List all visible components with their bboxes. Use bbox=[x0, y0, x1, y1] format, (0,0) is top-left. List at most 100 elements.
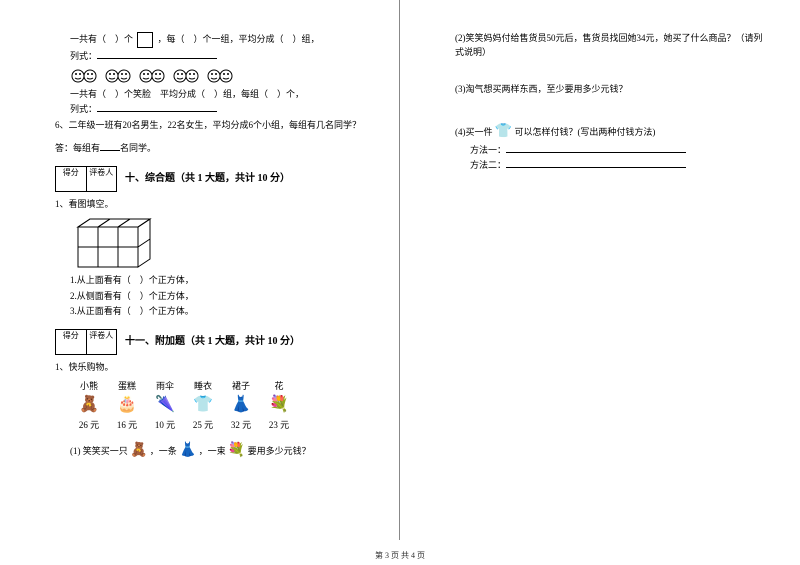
section-title: 十、综合题（共 1 大题，共计 10 分） bbox=[125, 169, 290, 184]
p11-sub3: (3)淘气想买两样东西，至少要用多少元钱？ bbox=[455, 83, 770, 97]
shop-price: 26 元 bbox=[70, 417, 108, 432]
score-box: 得分 评卷人 bbox=[55, 329, 117, 355]
blank-line bbox=[100, 150, 120, 151]
question-6: 6、二年级一班有20名男生，22名女生，平均分成6个小组，每组有几名同学？ bbox=[55, 119, 369, 133]
grader-label: 评卷人 bbox=[87, 330, 117, 354]
section-10-header: 得分 评卷人 十、综合题（共 1 大题，共计 10 分） bbox=[55, 158, 369, 196]
text: (3)淘气想买两样东西，至少要用多少元钱？ bbox=[455, 84, 628, 94]
smiley-row bbox=[55, 68, 369, 84]
smiley-icon bbox=[138, 68, 166, 84]
question-6-answer: 答：每组有 名同学。 bbox=[55, 142, 369, 156]
square-icon bbox=[137, 32, 153, 48]
shop-header: 裙子 bbox=[222, 378, 260, 393]
text: (2)笑笑妈妈付给售货员50元后，售货员找回她34元，她买了什么商品？（请列式说… bbox=[455, 33, 763, 57]
p10-sub1: 1.从上面看有（ ）个正方体， bbox=[55, 274, 369, 288]
cube-svg bbox=[70, 215, 160, 270]
text: ，每（ ）个一组，平均分成（ ）组， bbox=[158, 34, 320, 44]
left-column: 一共有（ ）个 ，每（ ）个一组，平均分成（ ）组， 列式： bbox=[0, 0, 400, 540]
question-faces-line1: 一共有（ ）个笑脸 平均分成（ ）组，每组（ ）个， bbox=[55, 88, 369, 102]
shop-header-row: 小熊 蛋糕 雨伞 睡衣 裙子 花 bbox=[70, 378, 369, 393]
method-1: 方法一： bbox=[455, 144, 770, 158]
shop-header: 蛋糕 bbox=[108, 378, 146, 393]
shop-price: 16 元 bbox=[108, 417, 146, 432]
score-box: 得分 评卷人 bbox=[55, 166, 117, 192]
bear-icon: 🧸 bbox=[130, 443, 147, 458]
cake-icon: 🎂 bbox=[108, 393, 146, 417]
p10-sub2: 2.从侧面看有（ ）个正方体， bbox=[55, 290, 369, 304]
smiley-icon bbox=[104, 68, 132, 84]
text: 1、看图填空。 bbox=[55, 199, 114, 209]
question-squares-formula: 列式： bbox=[55, 50, 369, 64]
question-squares-line1: 一共有（ ）个 ，每（ ）个一组，平均分成（ ）组， bbox=[55, 32, 369, 48]
shop-header: 花 bbox=[260, 378, 298, 393]
smiley-icon bbox=[206, 68, 234, 84]
text: 一共有（ ）个笑脸 平均分成（ ）组，每组（ ）个， bbox=[70, 89, 304, 99]
p11-sub1: (1) 笑笑买一只 🧸 ，一条 👗 ，一束 💐 要用多少元钱？ bbox=[55, 440, 369, 461]
text: 列式： bbox=[70, 104, 97, 114]
text: 一共有（ ）个 bbox=[70, 34, 133, 44]
shop-header: 小熊 bbox=[70, 378, 108, 393]
umbrella-icon: 🌂 bbox=[146, 393, 184, 417]
text: 3.从正面看有（ ）个正方体。 bbox=[70, 306, 194, 316]
text: (1) 笑笑买一只 bbox=[70, 446, 128, 456]
blank-line bbox=[97, 58, 217, 59]
text: 方法一： bbox=[470, 145, 506, 155]
text: (4)买一件 bbox=[455, 127, 493, 137]
shop-table: 小熊 蛋糕 雨伞 睡衣 裙子 花 🧸 🎂 🌂 👕 👗 💐 26 元 16 元 1… bbox=[70, 378, 369, 432]
smiley-pair bbox=[70, 68, 98, 84]
footer-text: 第 3 页 共 4 页 bbox=[375, 551, 425, 560]
p10-q1: 1、看图填空。 bbox=[55, 198, 369, 212]
page-footer: 第 3 页 共 4 页 bbox=[0, 550, 800, 561]
smiley-pair bbox=[104, 68, 132, 84]
flower-icon: 💐 bbox=[260, 393, 298, 417]
shop-header: 睡衣 bbox=[184, 378, 222, 393]
flower-icon: 💐 bbox=[228, 443, 245, 458]
p10-sub3: 3.从正面看有（ ）个正方体。 bbox=[55, 305, 369, 319]
score-label: 得分 bbox=[56, 330, 87, 354]
dress-icon: 👗 bbox=[222, 393, 260, 417]
question-faces-formula: 列式： bbox=[55, 103, 369, 117]
smiley-pair bbox=[172, 68, 200, 84]
text: 答：每组有 bbox=[55, 143, 100, 153]
shop-price: 25 元 bbox=[184, 417, 222, 432]
smiley-icon bbox=[172, 68, 200, 84]
shop-price: 10 元 bbox=[146, 417, 184, 432]
score-label: 得分 bbox=[56, 167, 87, 191]
right-column: (2)笑笑妈妈付给售货员50元后，售货员找回她34元，她买了什么商品？（请列式说… bbox=[400, 0, 800, 540]
shop-icon-row: 🧸 🎂 🌂 👕 👗 💐 bbox=[70, 393, 369, 417]
bear-icon: 🧸 bbox=[70, 393, 108, 417]
blank-line bbox=[97, 111, 217, 112]
blank-line bbox=[506, 152, 686, 153]
p11-sub4: (4)买一件 👕 可以怎样付钱？(写出两种付钱方法) bbox=[455, 121, 770, 142]
p11-sub2: (2)笑笑妈妈付给售货员50元后，售货员找回她34元，她买了什么商品？（请列式说… bbox=[455, 32, 770, 59]
text: 名同学。 bbox=[120, 143, 156, 153]
shop-price: 32 元 bbox=[222, 417, 260, 432]
section-11-header: 得分 评卷人 十一、附加题（共 1 大题，共计 10 分） bbox=[55, 321, 369, 359]
p11-q1: 1、快乐购物。 bbox=[55, 361, 369, 375]
text: 1、快乐购物。 bbox=[55, 362, 114, 372]
pajama-icon: 👕 bbox=[184, 393, 222, 417]
text: 列式： bbox=[70, 51, 97, 61]
grader-label: 评卷人 bbox=[87, 167, 117, 191]
text: 6、二年级一班有20名男生，22名女生，平均分成6个小组，每组有几名同学？ bbox=[55, 120, 361, 130]
method-2: 方法二： bbox=[455, 159, 770, 173]
text: ，一束 bbox=[199, 446, 226, 456]
smiley-pair bbox=[206, 68, 234, 84]
smiley-pair bbox=[138, 68, 166, 84]
pajama-icon: 👕 bbox=[495, 124, 512, 139]
shop-price: 23 元 bbox=[260, 417, 298, 432]
dress-icon: 👗 bbox=[179, 443, 196, 458]
text: 1.从上面看有（ ）个正方体， bbox=[70, 275, 194, 285]
cube-figure bbox=[70, 215, 369, 270]
page-container: 一共有（ ）个 ，每（ ）个一组，平均分成（ ）组， 列式： bbox=[0, 0, 800, 540]
text: ，一条 bbox=[150, 446, 177, 456]
text: 方法二： bbox=[470, 160, 506, 170]
text: 可以怎样付钱？(写出两种付钱方法) bbox=[514, 127, 655, 137]
shop-header: 雨伞 bbox=[146, 378, 184, 393]
text: 要用多少元钱？ bbox=[248, 446, 311, 456]
text: 2.从侧面看有（ ）个正方体， bbox=[70, 291, 194, 301]
section-title: 十一、附加题（共 1 大题，共计 10 分） bbox=[125, 332, 300, 347]
smiley-icon bbox=[70, 68, 98, 84]
shop-price-row: 26 元 16 元 10 元 25 元 32 元 23 元 bbox=[70, 417, 369, 432]
blank-line bbox=[506, 167, 686, 168]
